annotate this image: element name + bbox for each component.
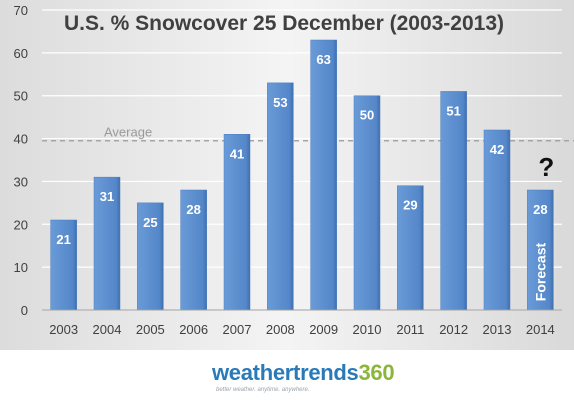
x-tick-label: 2010 <box>353 322 382 337</box>
x-tick-label: 2013 <box>483 322 512 337</box>
data-label: 63 <box>316 52 330 67</box>
brand-tagline: better weather. anytime. anywhere. <box>216 387 310 393</box>
brand-name: weathertrends <box>212 360 359 385</box>
bar <box>353 95 381 311</box>
y-tick-label: 10 <box>14 260 28 275</box>
x-tick-label: 2007 <box>223 322 252 337</box>
data-label: 50 <box>360 108 374 123</box>
y-tick-label: 30 <box>14 174 28 189</box>
bar <box>397 185 424 311</box>
bar <box>93 176 121 311</box>
data-label: 29 <box>403 198 417 213</box>
y-tick-label: 60 <box>14 46 28 61</box>
bar <box>483 129 511 311</box>
y-tick-label: 70 <box>14 3 28 18</box>
bar-chart: Average 21 31 25 28 41 53 63 50 29 51 42 28? Forecas… <box>0 0 574 350</box>
y-tick-label: 0 <box>21 303 28 318</box>
x-tick-label: 2006 <box>179 322 208 337</box>
x-tick-label: 2012 <box>439 322 468 337</box>
data-label: 25 <box>143 215 157 230</box>
y-tick-label: 50 <box>14 89 28 104</box>
data-label: 53 <box>273 95 287 110</box>
x-tick-label: 2003 <box>49 322 78 337</box>
average-label: Average <box>104 125 152 140</box>
data-label: 51 <box>446 103 460 118</box>
x-tick-label: 2008 <box>266 322 295 337</box>
x-tick-label: 2009 <box>309 322 338 337</box>
y-tick-label: 20 <box>14 217 28 232</box>
bar <box>223 134 251 311</box>
bars: 21 31 25 28 41 53 63 50 29 51 42 28? Forecast <box>50 39 554 311</box>
bar <box>440 91 467 311</box>
data-label: 42 <box>490 142 504 157</box>
bar <box>180 189 207 311</box>
data-label: 21 <box>56 232 70 247</box>
forecast-label: Forecast <box>532 242 548 301</box>
x-tick-label: 2014 <box>526 322 555 337</box>
bar <box>137 202 164 311</box>
data-label: 41 <box>230 146 244 161</box>
data-label: 28 <box>186 202 200 217</box>
x-tick-label: 2005 <box>136 322 165 337</box>
brand-logo: weathertrends360 better weather. anytime… <box>0 350 574 403</box>
y-tick-label: 40 <box>14 132 28 147</box>
brand-wordmark: weathertrends360 <box>212 360 395 386</box>
axes: 0 10 20 30 40 50 60 70 2003 2004 2005 2006 2007 2008 2… <box>14 3 562 337</box>
bar <box>310 39 337 311</box>
x-tick-label: 2004 <box>93 322 122 337</box>
chart-title: U.S. % Snowcover 25 December (2003-2013) <box>64 12 504 35</box>
data-label: 31 <box>100 189 114 204</box>
x-tick-label: 2011 <box>396 322 424 337</box>
bar <box>267 82 294 311</box>
forecast-question-mark: ? <box>538 152 554 182</box>
data-label: 28 <box>533 202 547 217</box>
brand-number: 360 <box>358 360 395 385</box>
